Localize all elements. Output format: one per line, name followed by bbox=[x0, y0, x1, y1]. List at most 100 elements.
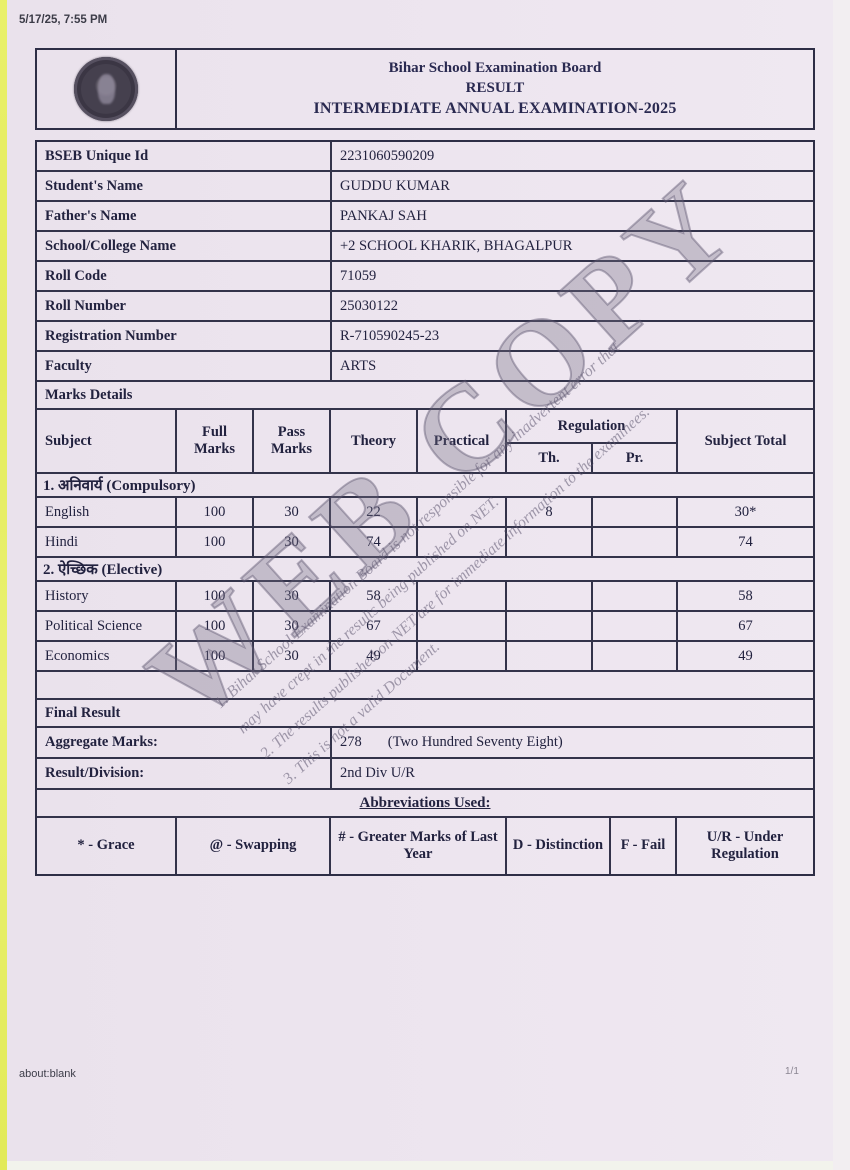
subject-marks-row: Political Science 100 30 67 67 bbox=[37, 612, 813, 642]
aggregate-words: (Two Hundred Seventy Eight) bbox=[387, 734, 563, 750]
cell-full-marks: 100 bbox=[177, 582, 254, 610]
marks-details-heading: Marks Details bbox=[37, 382, 813, 410]
board-name: Bihar School Examination Board bbox=[388, 60, 602, 76]
final-result-heading: Final Result bbox=[37, 700, 813, 728]
info-value: R-710590245-23 bbox=[340, 327, 440, 344]
header: Bihar School Examination Board RESULT IN… bbox=[35, 48, 815, 130]
cell-full-marks: 100 bbox=[177, 498, 254, 526]
col-header-practical: Practical bbox=[418, 410, 507, 472]
info-row: Father's Name PANKAJ SAH bbox=[37, 202, 813, 232]
cell-subject: English bbox=[37, 498, 177, 526]
abbreviation-item: U/R - Under Regulation bbox=[706, 828, 784, 862]
info-value: +2 SCHOOL KHARIK, BHAGALPUR bbox=[340, 237, 573, 254]
info-row: Student's Name GUDDU KUMAR bbox=[37, 172, 813, 202]
abbreviation-item: # - Greater Marks of Last Year bbox=[331, 818, 507, 874]
col-header-regulation-pr: Pr. bbox=[593, 444, 678, 472]
result-title: RESULT bbox=[465, 80, 525, 96]
cell-pass-marks: 30 bbox=[254, 498, 331, 526]
cell-subject-total: 30* bbox=[734, 503, 757, 520]
cell-pass-marks: 30 bbox=[254, 612, 331, 640]
result-division-value: 2nd Div U/R bbox=[332, 765, 813, 782]
cell-practical bbox=[418, 612, 507, 640]
cell-pass-marks: 30 bbox=[254, 642, 331, 670]
cell-practical bbox=[418, 498, 507, 526]
cell-practical bbox=[418, 582, 507, 610]
cell-subject-total: 58 bbox=[738, 587, 753, 604]
info-value: 25030122 bbox=[340, 297, 398, 314]
cell-subject-total: 49 bbox=[738, 647, 753, 664]
info-row: Faculty ARTS bbox=[37, 352, 813, 382]
info-label: BSEB Unique Id bbox=[37, 142, 332, 170]
col-header-subject-total: Subject Total bbox=[704, 432, 787, 449]
info-label: Registration Number bbox=[37, 322, 332, 350]
cell-subject: Political Science bbox=[37, 612, 177, 640]
subject-marks-row: English 100 30 22 8 30* bbox=[37, 498, 813, 528]
cell-regulation-pr bbox=[593, 498, 678, 526]
abbreviations-row: * - Grace @ - Swapping # - Greater Marks… bbox=[37, 818, 813, 874]
info-row: BSEB Unique Id 2231060590209 bbox=[37, 142, 813, 172]
cell-regulation-pr bbox=[593, 528, 678, 556]
info-value: PANKAJ SAH bbox=[340, 207, 427, 224]
col-header-subject: Subject bbox=[37, 410, 177, 472]
info-value: 71059 bbox=[340, 267, 377, 284]
result-table: BSEB Unique Id 2231060590209 Student's N… bbox=[35, 140, 815, 876]
page-number: 1/1 bbox=[785, 1066, 799, 1077]
cell-theory: 74 bbox=[331, 528, 418, 556]
cell-regulation-th bbox=[507, 528, 593, 556]
cell-subject-total: 74 bbox=[738, 533, 753, 550]
cell-regulation-th bbox=[507, 582, 593, 610]
info-label: Roll Number bbox=[37, 292, 332, 320]
cell-regulation-th: 8 bbox=[507, 498, 593, 526]
abbreviations-heading-row: Abbreviations Used: bbox=[37, 790, 813, 818]
info-row: Roll Number 25030122 bbox=[37, 292, 813, 322]
result-division-text: 2nd Div U/R bbox=[340, 765, 415, 781]
abbreviation-item: D - Distinction bbox=[507, 818, 611, 874]
subject-marks-row: Economics 100 30 49 49 bbox=[37, 642, 813, 672]
aggregate-marks-row: Aggregate Marks: 278 (Two Hundred Sevent… bbox=[37, 728, 813, 759]
info-label: Roll Code bbox=[37, 262, 332, 290]
info-value: GUDDU KUMAR bbox=[340, 177, 450, 194]
cell-theory: 22 bbox=[331, 498, 418, 526]
col-header-regulation-th: Th. bbox=[507, 444, 593, 472]
cell-pass-marks: 30 bbox=[254, 528, 331, 556]
abbreviation-item: * - Grace bbox=[37, 818, 177, 874]
cell-pass-marks: 30 bbox=[254, 582, 331, 610]
abbreviation-item: F - Fail bbox=[611, 818, 677, 874]
info-value: 2231060590209 bbox=[340, 147, 435, 164]
page-url: about:blank bbox=[19, 1068, 76, 1080]
aggregate-marks-value: 278 (Two Hundred Seventy Eight) bbox=[332, 734, 813, 751]
print-timestamp: 5/17/25, 7:55 PM bbox=[19, 14, 108, 26]
cell-subject: Economics bbox=[37, 642, 177, 670]
subject-marks-row: History 100 30 58 58 bbox=[37, 582, 813, 612]
col-header-theory: Theory bbox=[331, 410, 418, 472]
cell-regulation-th bbox=[507, 612, 593, 640]
cell-full-marks: 100 bbox=[177, 612, 254, 640]
scan-edge-strip bbox=[0, 0, 7, 1170]
cell-practical bbox=[418, 642, 507, 670]
cell-theory: 49 bbox=[331, 642, 418, 670]
cell-regulation-pr bbox=[593, 582, 678, 610]
abbreviations-heading: Abbreviations Used: bbox=[359, 794, 491, 811]
bseb-seal-logo bbox=[74, 57, 138, 121]
marks-table-header: Subject Full Marks Pass Marks Theory Pra… bbox=[37, 410, 813, 474]
col-header-regulation: Regulation bbox=[507, 410, 678, 444]
abbreviation-item: @ - Swapping bbox=[177, 818, 331, 874]
info-label: School/College Name bbox=[37, 232, 332, 260]
cell-subject: History bbox=[37, 582, 177, 610]
cell-full-marks: 100 bbox=[177, 528, 254, 556]
info-row: School/College Name +2 SCHOOL KHARIK, BH… bbox=[37, 232, 813, 262]
exam-title: INTERMEDIATE ANNUAL EXAMINATION-2025 bbox=[313, 100, 677, 117]
info-value: ARTS bbox=[340, 357, 377, 374]
cell-subject-total: 67 bbox=[738, 617, 753, 634]
spacer-row bbox=[37, 672, 813, 700]
scan-bottom-edge bbox=[7, 1161, 833, 1170]
result-division-label: Result/Division: bbox=[37, 759, 332, 788]
info-label: Faculty bbox=[37, 352, 332, 380]
aggregate-number: 278 bbox=[340, 734, 362, 750]
info-label: Father's Name bbox=[37, 202, 332, 230]
cell-practical bbox=[418, 528, 507, 556]
subject-marks-row: Hindi 100 30 74 74 bbox=[37, 528, 813, 558]
subject-section-heading: 1. अनिवार्य (Compulsory) bbox=[37, 474, 813, 498]
cell-theory: 58 bbox=[331, 582, 418, 610]
marks-rows: 1. अनिवार्य (Compulsory) English 100 30 … bbox=[37, 474, 813, 672]
